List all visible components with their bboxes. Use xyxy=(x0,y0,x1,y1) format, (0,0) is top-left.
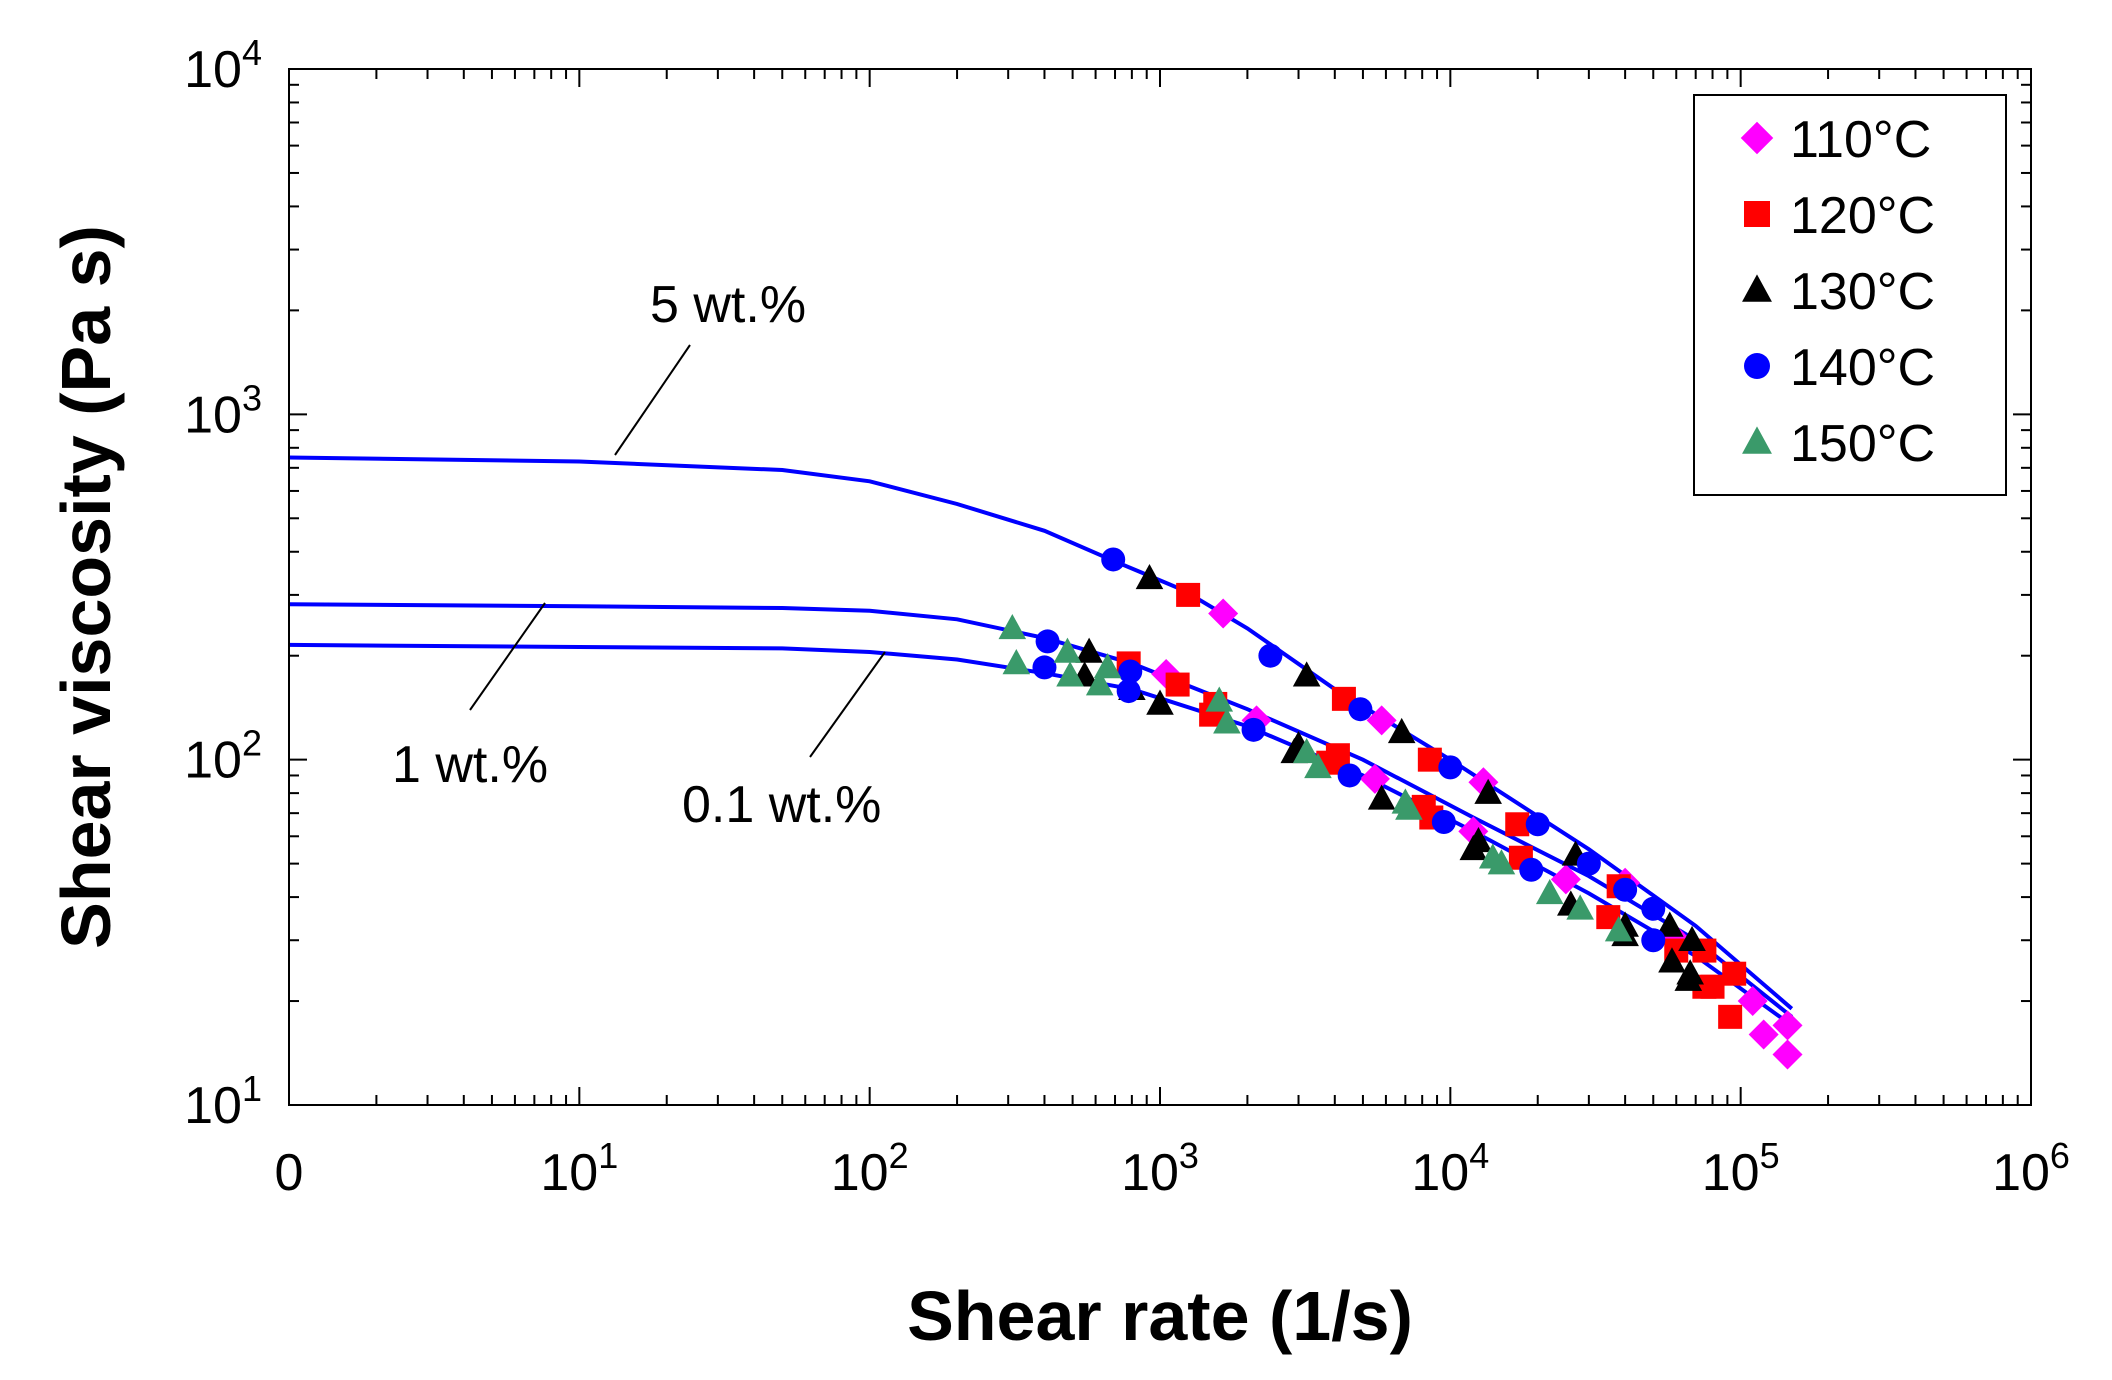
data-point xyxy=(1417,747,1442,772)
legend: 110°C 120°C 130°C 140°C 150°C xyxy=(1693,94,2007,496)
data-point xyxy=(1505,812,1530,837)
x-tick-label: 106 xyxy=(1992,1135,2070,1202)
data-point xyxy=(1292,661,1321,687)
annotation-leader-line xyxy=(469,602,546,711)
annotation-label: 1 wt.% xyxy=(392,736,548,794)
y-tick-label: 104 xyxy=(184,32,262,99)
data-point xyxy=(1176,582,1201,607)
legend-label: 130°C xyxy=(1790,263,1935,321)
data-point xyxy=(1118,659,1143,684)
legend-marker xyxy=(1742,274,1772,302)
data-point xyxy=(1655,911,1684,937)
data-point xyxy=(1146,689,1174,715)
y-tick-label: 101 xyxy=(184,1068,262,1135)
data-point xyxy=(1241,717,1266,742)
data-point xyxy=(1576,851,1601,876)
x-axis-title: Shear rate (1/s) xyxy=(907,1277,1413,1355)
data-point xyxy=(1641,928,1666,953)
annotations-layer: 5 wt.% 1 wt.% 0.1 wt.% xyxy=(392,276,886,834)
data-point xyxy=(1464,826,1493,853)
data-point xyxy=(1678,925,1706,952)
data-point xyxy=(1722,961,1747,986)
data-point xyxy=(1056,661,1084,687)
data-point xyxy=(1101,547,1126,572)
legend-marker xyxy=(1744,353,1770,379)
legend-label: 120°C xyxy=(1790,187,1935,245)
data-point xyxy=(1737,986,1768,1017)
data-point xyxy=(1337,763,1362,788)
data-point xyxy=(1772,1039,1803,1070)
data-point xyxy=(1258,643,1283,668)
data-point xyxy=(1718,1004,1743,1029)
data-points-layer xyxy=(998,547,1803,1070)
data-point xyxy=(1205,686,1234,712)
data-point xyxy=(1474,778,1502,804)
y-axis-title: Shear viscosity (Pa s) xyxy=(47,225,125,949)
data-point xyxy=(1032,655,1057,680)
data-point xyxy=(1674,965,1703,991)
data-point xyxy=(1292,737,1321,764)
data-point xyxy=(1604,916,1633,942)
legend-label: 110°C xyxy=(1790,111,1931,169)
x-tick-label: 104 xyxy=(1411,1135,1489,1202)
data-point xyxy=(1053,637,1082,663)
data-point xyxy=(998,613,1027,640)
data-point xyxy=(1135,563,1164,590)
data-point xyxy=(1035,629,1060,654)
data-point xyxy=(1208,598,1239,629)
data-point xyxy=(1093,653,1122,679)
legend-marker xyxy=(1744,201,1770,227)
data-point xyxy=(1438,755,1463,780)
data-point xyxy=(1772,1010,1803,1041)
data-point xyxy=(1085,670,1114,696)
data-point xyxy=(1395,794,1423,820)
data-point xyxy=(1367,784,1396,810)
data-point xyxy=(1700,974,1725,999)
data-point xyxy=(1535,878,1564,905)
data-point xyxy=(1213,708,1241,734)
annotation-label: 0.1 wt.% xyxy=(682,776,881,834)
x-tick-label: 101 xyxy=(540,1135,618,1202)
legend-marker xyxy=(1740,121,1774,155)
data-point xyxy=(1304,752,1332,779)
data-point xyxy=(1165,672,1190,697)
legend-label: 140°C xyxy=(1790,339,1935,397)
data-point xyxy=(1641,896,1666,921)
data-point xyxy=(1613,877,1638,902)
data-point xyxy=(1566,894,1594,920)
data-point xyxy=(1431,809,1456,834)
legend-label: 150°C xyxy=(1790,415,1935,473)
annotation-label: 5 wt.% xyxy=(650,276,806,334)
data-point xyxy=(1348,697,1373,722)
data-point xyxy=(1366,705,1397,736)
data-point xyxy=(1658,947,1686,973)
plot-area-frame xyxy=(288,68,2032,1106)
data-point xyxy=(1525,812,1550,837)
x-tick-label: 0 xyxy=(275,1144,304,1202)
x-tick-label: 103 xyxy=(1121,1135,1199,1202)
annotation-leader-line xyxy=(809,651,886,758)
data-point xyxy=(1002,649,1031,675)
y-tick-label: 103 xyxy=(184,377,262,444)
data-point xyxy=(1550,864,1581,895)
data-point xyxy=(1487,849,1516,875)
data-point xyxy=(1075,637,1103,663)
data-point xyxy=(1387,717,1416,744)
annotation-leader-line xyxy=(614,344,691,456)
data-point xyxy=(1116,679,1141,704)
data-point xyxy=(1748,1019,1779,1050)
axis-ticks-layer xyxy=(288,69,2031,1106)
y-tick-label: 102 xyxy=(184,723,262,790)
data-point xyxy=(1519,857,1544,882)
x-tick-label: 102 xyxy=(831,1135,909,1202)
x-tick-label: 105 xyxy=(1702,1135,1780,1202)
legend-marker xyxy=(1742,426,1772,454)
